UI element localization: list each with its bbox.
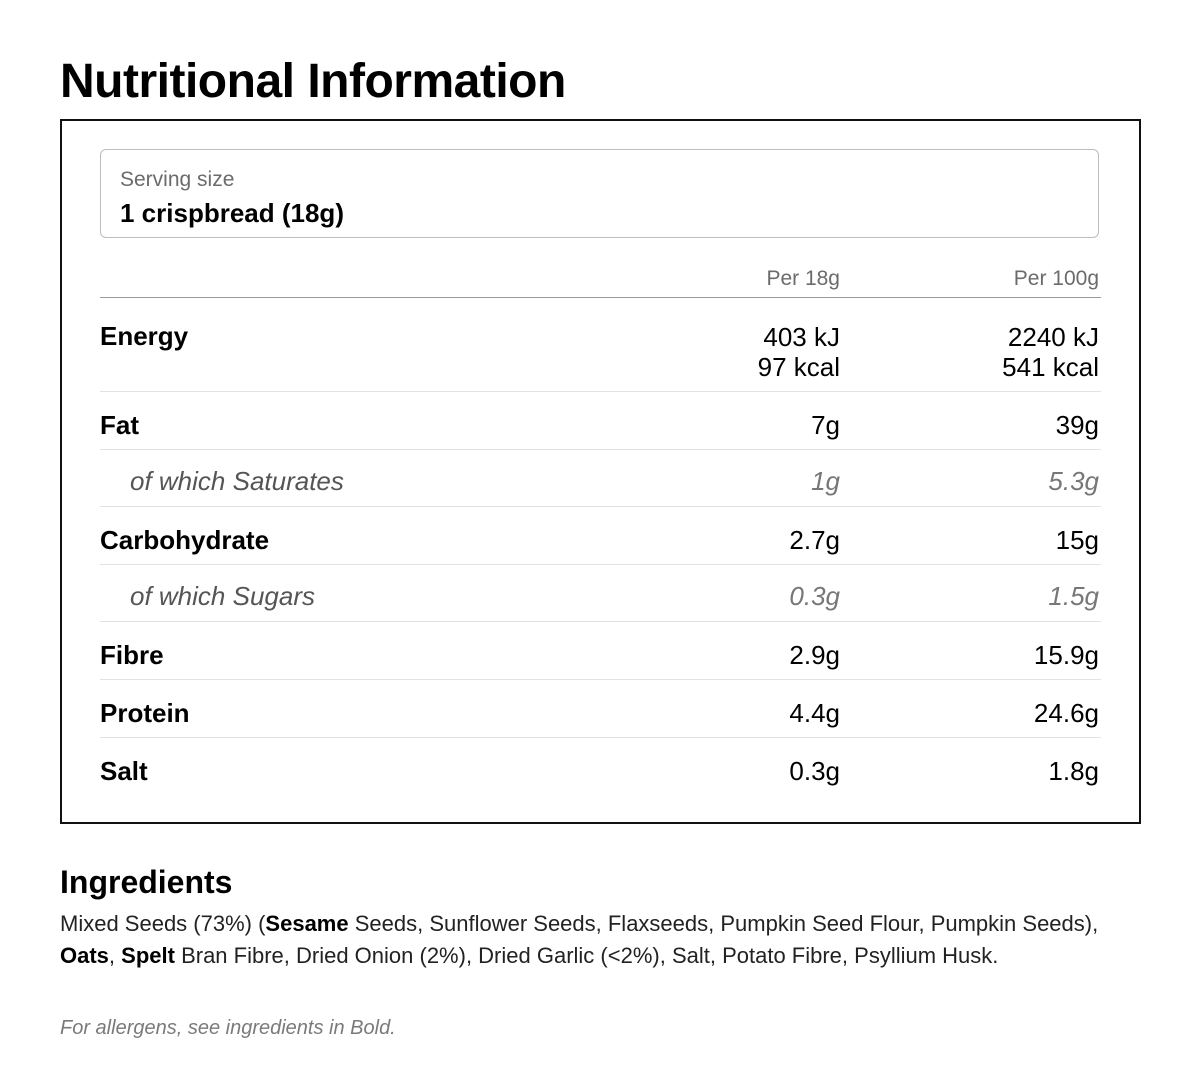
table-row-energy: Energy 403 kJ 97 kcal 2240 kJ 541 kcal (100, 298, 1101, 392)
allergen-ingredient: Sesame (265, 911, 349, 936)
value-per-100g: 24.6g (1033, 698, 1099, 728)
allergen-ingredient: Spelt (121, 943, 175, 968)
allergen-note: For allergens, see ingredients in Bold. (60, 1017, 396, 1039)
value-per-100g: 1.8g (1048, 756, 1099, 786)
ingredient-text: , (108, 943, 122, 968)
row-label: Fibre (100, 640, 164, 670)
value-per-100g: 1.5g (1048, 581, 1099, 611)
value-per-100g: 39g (1055, 410, 1099, 440)
serving-size-label: Serving size (120, 168, 235, 191)
value-per-100g-kcal: 541 kcal (1002, 352, 1099, 382)
value-per-100g: 15g (1055, 525, 1099, 555)
nutrition-panel: Serving size 1 crispbread (18g) Per 18g … (60, 119, 1141, 824)
page-title: Nutritional Information (60, 55, 566, 108)
table-row-salt: Salt 0.3g 1.8g (100, 738, 1101, 795)
ingredient-text: Mixed Seeds (73%) ( (60, 911, 266, 936)
ingredient-text: Bran Fibre, Dried Onion (2%), Dried Garl… (174, 943, 999, 968)
table-row-fibre: Fibre 2.9g 15.9g (100, 622, 1101, 680)
table-row-saturates: of which Saturates 1g 5.3g (100, 450, 1101, 507)
value-per-serving-kcal: 97 kcal (757, 352, 840, 382)
row-label: Energy (100, 321, 189, 351)
table-header: Per 18g Per 100g (100, 259, 1101, 298)
value-per-serving: 2.9g (789, 640, 840, 670)
row-label: Carbohydrate (100, 525, 270, 555)
ingredient-text: Seeds, Sunflower Seeds, Flaxseeds, Pumpk… (348, 911, 1099, 936)
table-row-protein: Protein 4.4g 24.6g (100, 680, 1101, 738)
value-per-serving-kj: 403 kJ (763, 322, 840, 352)
row-label: of which Sugars (130, 581, 315, 611)
value-per-serving: 7g (811, 410, 840, 440)
ingredients-section: Ingredients Mixed Seeds (73%) (Sesame Se… (60, 860, 1120, 972)
serving-size-box: Serving size 1 crispbread (18g) (100, 149, 1099, 238)
row-label: Salt (100, 756, 148, 786)
column-header-per-100g: Per 100g (1013, 267, 1099, 290)
value-per-serving: 1g (811, 466, 840, 496)
value-per-100g: 5.3g (1048, 466, 1099, 496)
table-row-fat: Fat 7g 39g (100, 392, 1101, 450)
allergen-ingredient: Oats (60, 943, 109, 968)
nutrition-table: Per 18g Per 100g Energy 403 kJ 97 kcal 2… (100, 259, 1101, 795)
table-row-carbohydrate: Carbohydrate 2.7g 15g (100, 507, 1101, 565)
column-header-per-serving: Per 18g (766, 267, 840, 290)
value-per-serving: 2.7g (789, 525, 840, 555)
value-per-serving: 0.3g (789, 756, 840, 786)
value-per-100g: 15.9g (1033, 640, 1099, 670)
ingredients-heading: Ingredients (60, 864, 233, 900)
value-per-serving: 0.3g (789, 581, 840, 611)
value-per-serving: 4.4g (789, 698, 840, 728)
serving-size-value: 1 crispbread (18g) (120, 198, 344, 228)
ingredients-text: Mixed Seeds (73%) (Sesame Seeds, Sunflow… (60, 908, 1120, 972)
row-label: Protein (100, 698, 190, 728)
row-label: Fat (100, 410, 139, 440)
row-label: of which Saturates (130, 466, 344, 496)
value-per-100g-kj: 2240 kJ (1007, 322, 1099, 352)
table-row-sugars: of which Sugars 0.3g 1.5g (100, 565, 1101, 622)
